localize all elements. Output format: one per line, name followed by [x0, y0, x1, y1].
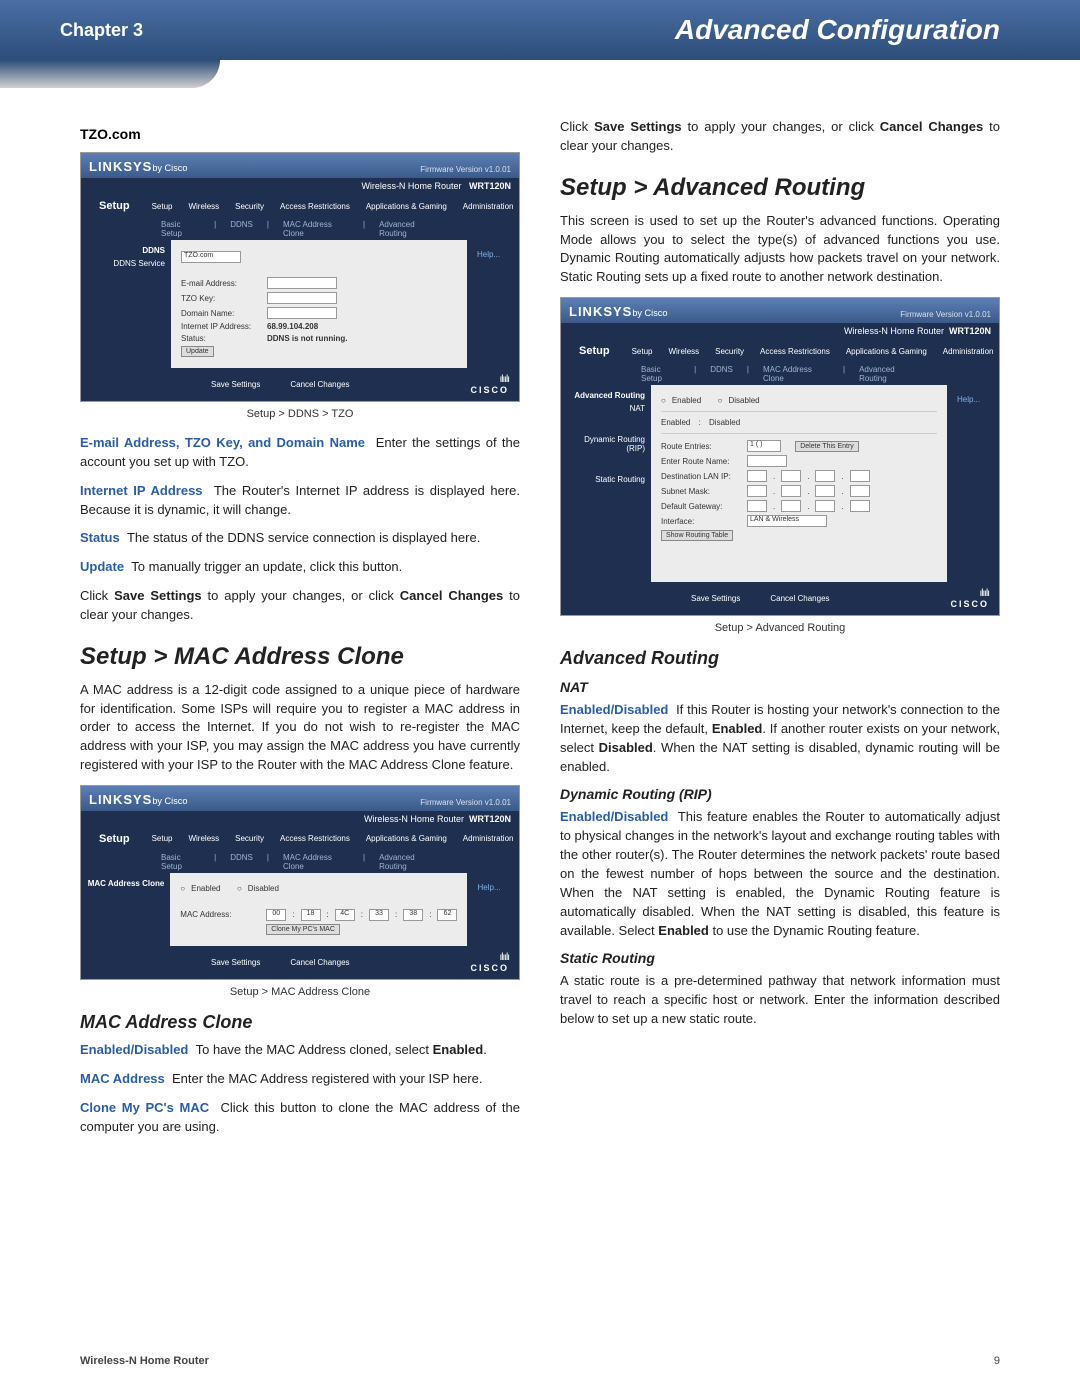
para-dyn: Enabled/Disabled This feature enables th… [560, 808, 1000, 940]
mac-octet[interactable]: 62 [437, 909, 457, 921]
save-settings-button[interactable]: Save Settings [211, 958, 260, 967]
para-static: A static route is a pre-determined pathw… [560, 972, 1000, 1029]
page-title: Advanced Configuration [675, 14, 1000, 46]
tab-item[interactable]: Applications & Gaming [358, 198, 455, 215]
footer-product: Wireless-N Home Router [80, 1355, 209, 1367]
field-label: TZO Key: [181, 294, 261, 303]
ip-value: 68.99.104.208 [267, 322, 318, 331]
disabled-radio[interactable] [237, 884, 242, 893]
save-settings-button[interactable]: Save Settings [211, 380, 260, 389]
subtab[interactable]: MAC Address Clone [283, 220, 349, 238]
field-label: Domain Name: [181, 309, 261, 318]
h2-adv: Advanced Routing [560, 648, 1000, 669]
tzo-key-input[interactable] [267, 292, 337, 304]
para-save: Click Save Settings to apply your change… [80, 587, 520, 625]
left-column: TZO.com LINKSYSby Cisco Firmware Version… [80, 118, 520, 1146]
fig-mac-clone: LINKSYSby Cisco Firmware Version v1.0.01… [80, 785, 520, 980]
fig2-caption: Setup > MAC Address Clone [80, 986, 520, 998]
para-email: E-mail Address, TZO Key, and Domain Name… [80, 434, 520, 472]
h3-static: Static Routing [560, 950, 1000, 966]
tab-setup[interactable]: Setup [85, 194, 144, 218]
para-clone: Clone My PC's MAC Click this button to c… [80, 1099, 520, 1137]
router-name: Wireless-N Home Router [361, 181, 461, 191]
status-value: DDNS is not running. [267, 334, 347, 343]
para-macaddr: MAC Address Enter the MAC Address regist… [80, 1070, 520, 1089]
subtab[interactable]: Advanced Routing [379, 220, 439, 238]
update-button[interactable]: Update [181, 346, 214, 357]
footer-page-number: 9 [994, 1355, 1000, 1367]
cancel-changes-button[interactable]: Cancel Changes [770, 594, 829, 603]
tab-item[interactable]: Access Restrictions [272, 198, 358, 215]
show-routing-table-button[interactable]: Show Routing Table [661, 530, 733, 541]
para-save-r: Click Save Settings to apply your change… [560, 118, 1000, 156]
nat-enabled-radio[interactable] [661, 396, 666, 405]
route-entries-select[interactable]: 1 ( ) [747, 440, 781, 452]
help-link[interactable]: Help... [953, 391, 999, 408]
side-label: DDNS [87, 246, 165, 255]
by-cisco: by Cisco [152, 163, 187, 173]
page-header: Chapter 3 Advanced Configuration [0, 0, 1080, 60]
help-link[interactable]: Help... [473, 879, 519, 896]
tab-item[interactable]: Status [521, 198, 560, 215]
tab-item[interactable]: Security [227, 198, 272, 215]
route-name-input[interactable] [747, 455, 787, 467]
side-label: DDNS Service [87, 259, 165, 268]
para-ip: Internet IP Address The Router's Interne… [80, 482, 520, 520]
tzo-heading: TZO.com [80, 126, 520, 142]
fig-adv-routing: LINKSYSby Cisco Firmware Version v1.0.01… [560, 297, 1000, 616]
mac-octet[interactable]: 18 [301, 909, 321, 921]
para-enabled: Enabled/Disabled To have the MAC Address… [80, 1041, 520, 1060]
ddns-service-select[interactable]: TZO.com [181, 251, 241, 263]
para-adv-intro: This screen is used to set up the Router… [560, 212, 1000, 287]
help-link[interactable]: Help... [473, 246, 519, 263]
cancel-changes-button[interactable]: Cancel Changes [290, 380, 349, 389]
field-label: Internet IP Address: [181, 322, 261, 331]
email-input[interactable] [267, 277, 337, 289]
mac-octet[interactable]: 00 [266, 909, 286, 921]
nat-disabled-radio[interactable] [718, 396, 723, 405]
para-nat: Enabled/Disabled If this Router is hosti… [560, 701, 1000, 776]
mac-octet[interactable]: 4C [335, 909, 355, 921]
cancel-changes-button[interactable]: Cancel Changes [290, 958, 349, 967]
para-update: Update To manually trigger an update, cl… [80, 558, 520, 577]
para-mac-intro: A MAC address is a 12-digit code assigne… [80, 681, 520, 775]
tab-setup[interactable]: Setup [85, 827, 144, 851]
mac-octet[interactable]: 38 [403, 909, 423, 921]
tab-item[interactable]: Wireless [180, 198, 227, 215]
firmware-version: Firmware Version v1.0.01 [420, 165, 511, 174]
subtab[interactable]: DDNS [230, 220, 253, 238]
h3-dynamic: Dynamic Routing (RIP) [560, 786, 1000, 802]
h1-mac-clone: Setup > MAC Address Clone [80, 643, 520, 671]
h3-nat: NAT [560, 679, 1000, 695]
chapter-label: Chapter 3 [60, 20, 143, 41]
interface-select[interactable]: LAN & Wireless [747, 515, 827, 527]
router-model: WRT120N [469, 181, 511, 191]
tab-item[interactable]: Administration [455, 198, 522, 215]
mac-octet[interactable]: 33 [369, 909, 389, 921]
h1-adv-routing: Setup > Advanced Routing [560, 174, 1000, 202]
right-column: Click Save Settings to apply your change… [560, 118, 1000, 1146]
domain-input[interactable] [267, 307, 337, 319]
delete-entry-button[interactable]: Delete This Entry [795, 441, 859, 452]
h2-mac: MAC Address Clone [80, 1012, 520, 1033]
cisco-logo: ılıılıCISCO [470, 374, 509, 395]
fig3-caption: Setup > Advanced Routing [560, 622, 1000, 634]
tab-item[interactable]: Setup [144, 198, 181, 215]
save-settings-button[interactable]: Save Settings [691, 594, 740, 603]
header-curve [0, 60, 220, 88]
field-label: Status: [181, 334, 261, 343]
subtab[interactable]: Basic Setup [161, 220, 200, 238]
page-footer: Wireless-N Home Router 9 [80, 1355, 1000, 1367]
enabled-radio[interactable] [180, 884, 185, 893]
fig1-caption: Setup > DDNS > TZO [80, 408, 520, 420]
linksys-logo: LINKSYS [89, 792, 152, 807]
para-status: Status The status of the DDNS service co… [80, 529, 520, 548]
field-label: E-mail Address: [181, 279, 261, 288]
linksys-logo: LINKSYS [89, 159, 152, 174]
fig-ddns-tzo: LINKSYSby Cisco Firmware Version v1.0.01… [80, 152, 520, 402]
clone-mac-button[interactable]: Clone My PC's MAC [266, 924, 340, 935]
content-columns: TZO.com LINKSYSby Cisco Firmware Version… [0, 88, 1080, 1146]
